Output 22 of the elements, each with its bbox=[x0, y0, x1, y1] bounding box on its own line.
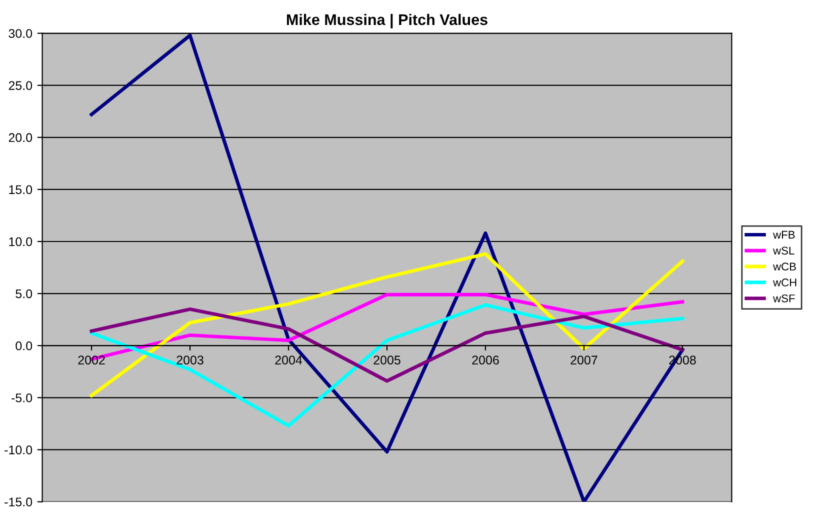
legend-label: wCH bbox=[773, 278, 796, 286]
y-tick-label: -15.0 bbox=[4, 498, 32, 506]
legend-label: wFB bbox=[773, 230, 795, 239]
x-tick-label: 2006 bbox=[472, 356, 499, 365]
x-tick-label: 2002 bbox=[78, 356, 105, 365]
y-tick-label: 10.0 bbox=[9, 237, 32, 246]
x-tick-label: 2004 bbox=[275, 356, 302, 365]
y-tick-label: 30.0 bbox=[8, 29, 32, 38]
y-tick-label: 0.0 bbox=[16, 341, 32, 350]
y-tick-label: -5.0 bbox=[12, 393, 32, 402]
x-tick-label: 2003 bbox=[176, 356, 204, 365]
legend-label: wSF bbox=[773, 294, 795, 302]
y-tick-label: 25.0 bbox=[8, 81, 32, 90]
y-tick-label: 15.0 bbox=[9, 185, 32, 194]
y-tick-label: -10.0 bbox=[4, 446, 32, 454]
legend-label: wCB bbox=[773, 262, 796, 271]
x-tick-label: 2007 bbox=[570, 356, 598, 365]
y-tick-label: 5.0 bbox=[16, 289, 32, 298]
legend-label: wSL bbox=[773, 246, 794, 255]
chart-title: Mike Mussina | Pitch Values bbox=[286, 14, 488, 28]
x-tick-label: 2005 bbox=[374, 356, 400, 365]
y-tick-label: 20.0 bbox=[8, 133, 32, 142]
